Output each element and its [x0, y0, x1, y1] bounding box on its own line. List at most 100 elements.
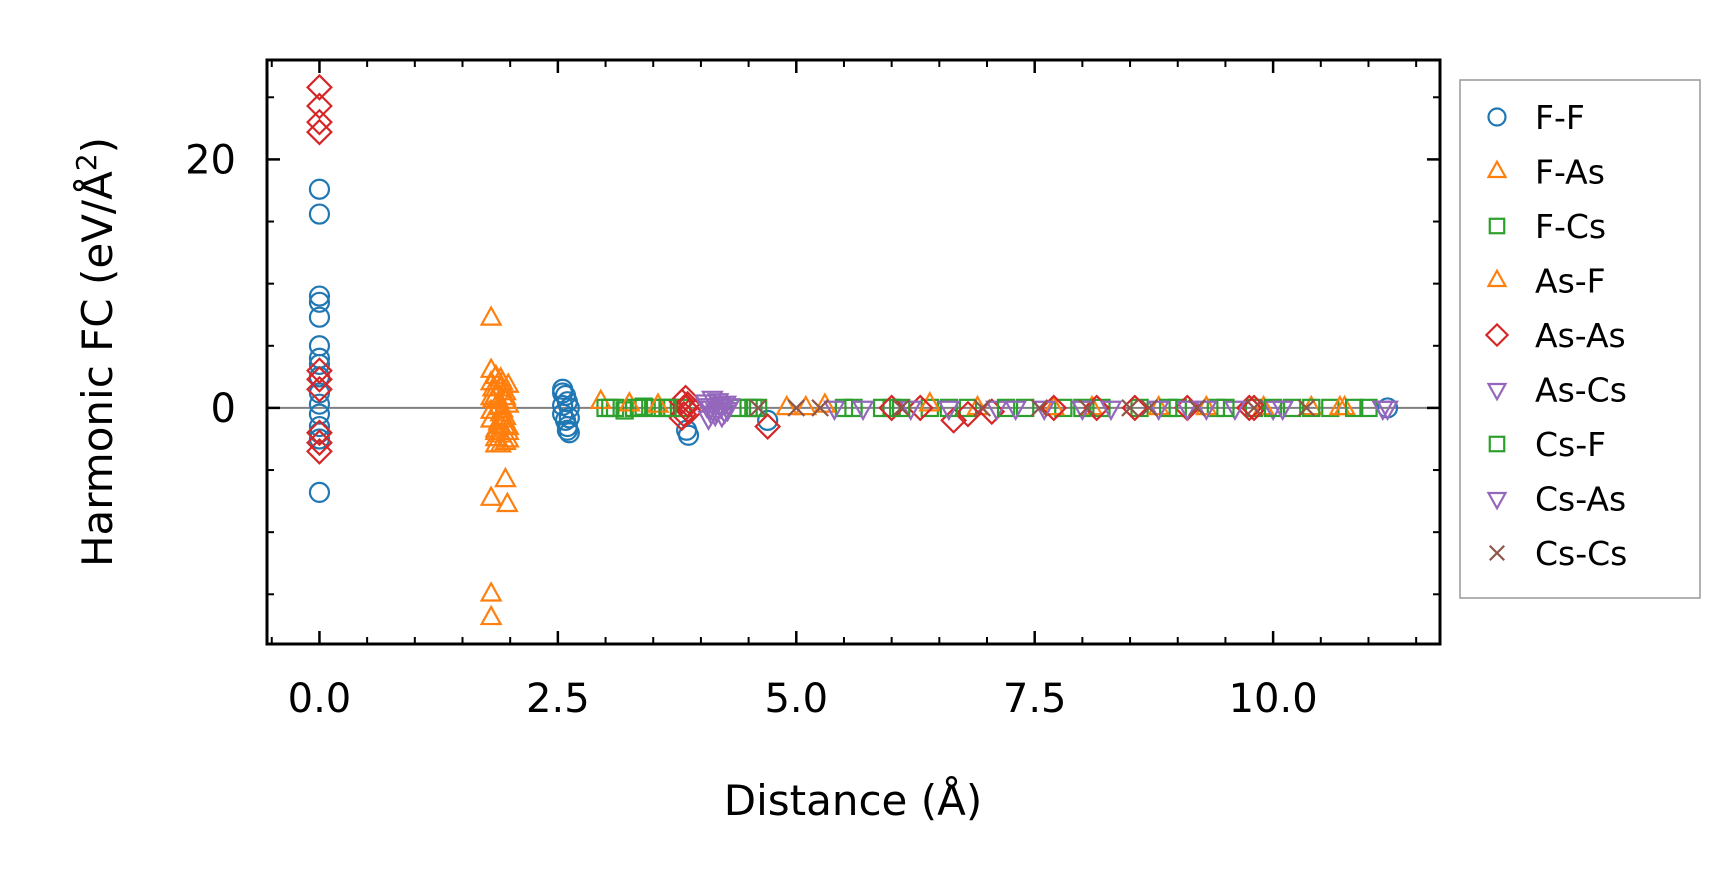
legend-entry-as-as: As-As — [1484, 316, 1626, 355]
point-as-as — [754, 413, 782, 440]
point-cs-cs — [1140, 399, 1158, 417]
point-cs-cs — [749, 399, 767, 417]
legend-entry-as-cs: As-Cs — [1486, 371, 1627, 410]
legend-entry-cs-cs: Cs-Cs — [1489, 534, 1627, 573]
point-as-cs — [899, 400, 923, 422]
point-f-f — [556, 419, 579, 441]
point-as-cs — [823, 400, 846, 422]
legend-label-as-cs: As-Cs — [1535, 371, 1627, 410]
point-cs-as — [1004, 400, 1027, 422]
point-cs-as — [700, 405, 723, 427]
point-as-as — [1083, 394, 1111, 422]
point-f-cs — [1054, 398, 1073, 418]
point-as-as — [672, 384, 700, 412]
point-as-as — [1040, 394, 1068, 422]
legend-label-cs-as: Cs-As — [1535, 480, 1626, 519]
point-f-f — [308, 285, 331, 307]
y-tick-label: 20 — [185, 137, 236, 183]
point-cs-f — [939, 398, 959, 418]
legend-marker-cs-f — [1488, 435, 1506, 453]
x-tick-label: 10.0 — [1229, 676, 1318, 722]
point-as-f — [775, 394, 799, 416]
y-axis-label-close: ) — [73, 137, 122, 153]
point-as-as — [306, 118, 333, 146]
point-cs-cs — [892, 399, 911, 417]
point-as-as — [306, 73, 333, 101]
point-f-as — [495, 491, 519, 513]
x-axis-label: Distance (Å) — [724, 775, 983, 825]
legend-label-as-as: As-As — [1535, 316, 1626, 355]
legend-marker-f-as — [1486, 159, 1508, 179]
point-f-cs — [1283, 398, 1302, 418]
point-cs-f — [1216, 398, 1235, 418]
point-cs-cs — [1121, 399, 1139, 417]
point-as-as — [306, 437, 333, 465]
legend: F-F F-As F-Cs As-F As-As As-Cs Cs-F Cs-As Cs-Cs — [1459, 79, 1701, 599]
point-as-as — [878, 394, 906, 422]
point-f-f — [552, 382, 574, 404]
point-cs-cs — [973, 399, 992, 417]
point-cs-cs — [787, 399, 806, 417]
legend-marker-as-cs — [1486, 382, 1508, 402]
point-f-cs — [1015, 398, 1035, 418]
point-cs-as — [1194, 400, 1218, 422]
legend-entry-f-cs: F-Cs — [1488, 207, 1606, 246]
point-cs-as — [709, 399, 733, 420]
legend-marker-f-cs — [1488, 217, 1506, 235]
point-f-cs — [958, 398, 978, 418]
series-f-as — [479, 305, 520, 626]
legend-marker-as-as — [1484, 322, 1510, 348]
legend-label-as-f: As-F — [1535, 262, 1606, 301]
point-cs-as — [851, 400, 875, 422]
point-cs-f — [1263, 398, 1283, 418]
legend-marker-cs-cs — [1489, 544, 1505, 562]
x-tick-label: 0.0 — [288, 676, 352, 722]
point-cs-as — [1147, 400, 1171, 422]
point-f-as — [479, 357, 503, 378]
point-as-cs — [1099, 400, 1123, 422]
series-cs-as — [695, 395, 1395, 427]
plot-frame — [265, 58, 1442, 646]
series-as-as — [306, 73, 1268, 465]
point-f-as — [496, 414, 520, 436]
legend-label-f-as: F-As — [1535, 153, 1605, 192]
point-f-f — [558, 407, 580, 429]
x-tick-label: 2.5 — [526, 676, 590, 722]
point-f-cs — [1168, 398, 1187, 418]
point-cs-f — [892, 398, 911, 418]
point-as-as — [306, 92, 333, 120]
data-marks — [306, 73, 1399, 626]
x-tick-label: 7.5 — [1003, 676, 1067, 722]
point-cs-as — [937, 400, 961, 422]
point-cs-f — [658, 398, 677, 418]
point-as-as — [306, 429, 333, 457]
axis-ticks — [267, 60, 1440, 644]
legend-entry-as-f: As-F — [1486, 262, 1606, 301]
point-as-as — [668, 404, 696, 432]
legend-marker-as-f — [1486, 268, 1508, 288]
point-f-f — [308, 481, 331, 504]
point-f-f — [308, 203, 331, 225]
point-cs-f — [744, 398, 763, 418]
y-tick-label: 0 — [211, 386, 236, 432]
point-as-cs — [1223, 400, 1247, 422]
point-f-f — [308, 353, 331, 376]
legend-marker-f-f — [1487, 107, 1507, 127]
point-as-f — [1333, 394, 1357, 416]
point-f-as — [479, 485, 503, 506]
tick-labels: 0.0 2.5 5.0 7.5 10.0 0 20 — [185, 137, 1318, 722]
point-f-cs — [1206, 398, 1226, 418]
legend-entry-cs-f: Cs-F — [1488, 425, 1606, 464]
y-axis-label: Harmonic FC (eV/Å2) — [70, 137, 122, 567]
x-tick-label: 5.0 — [764, 676, 828, 722]
legend-label-cs-f: Cs-F — [1535, 425, 1606, 464]
point-as-as — [1240, 394, 1268, 422]
legend-entry-cs-as: Cs-As — [1486, 480, 1626, 519]
point-f-f — [308, 393, 331, 415]
legend-label-f-f: F-F — [1535, 98, 1585, 137]
point-cs-cs — [1245, 399, 1263, 417]
point-cs-cs — [811, 399, 829, 417]
point-cs-as — [1371, 400, 1395, 422]
point-cs-cs — [1030, 399, 1049, 417]
